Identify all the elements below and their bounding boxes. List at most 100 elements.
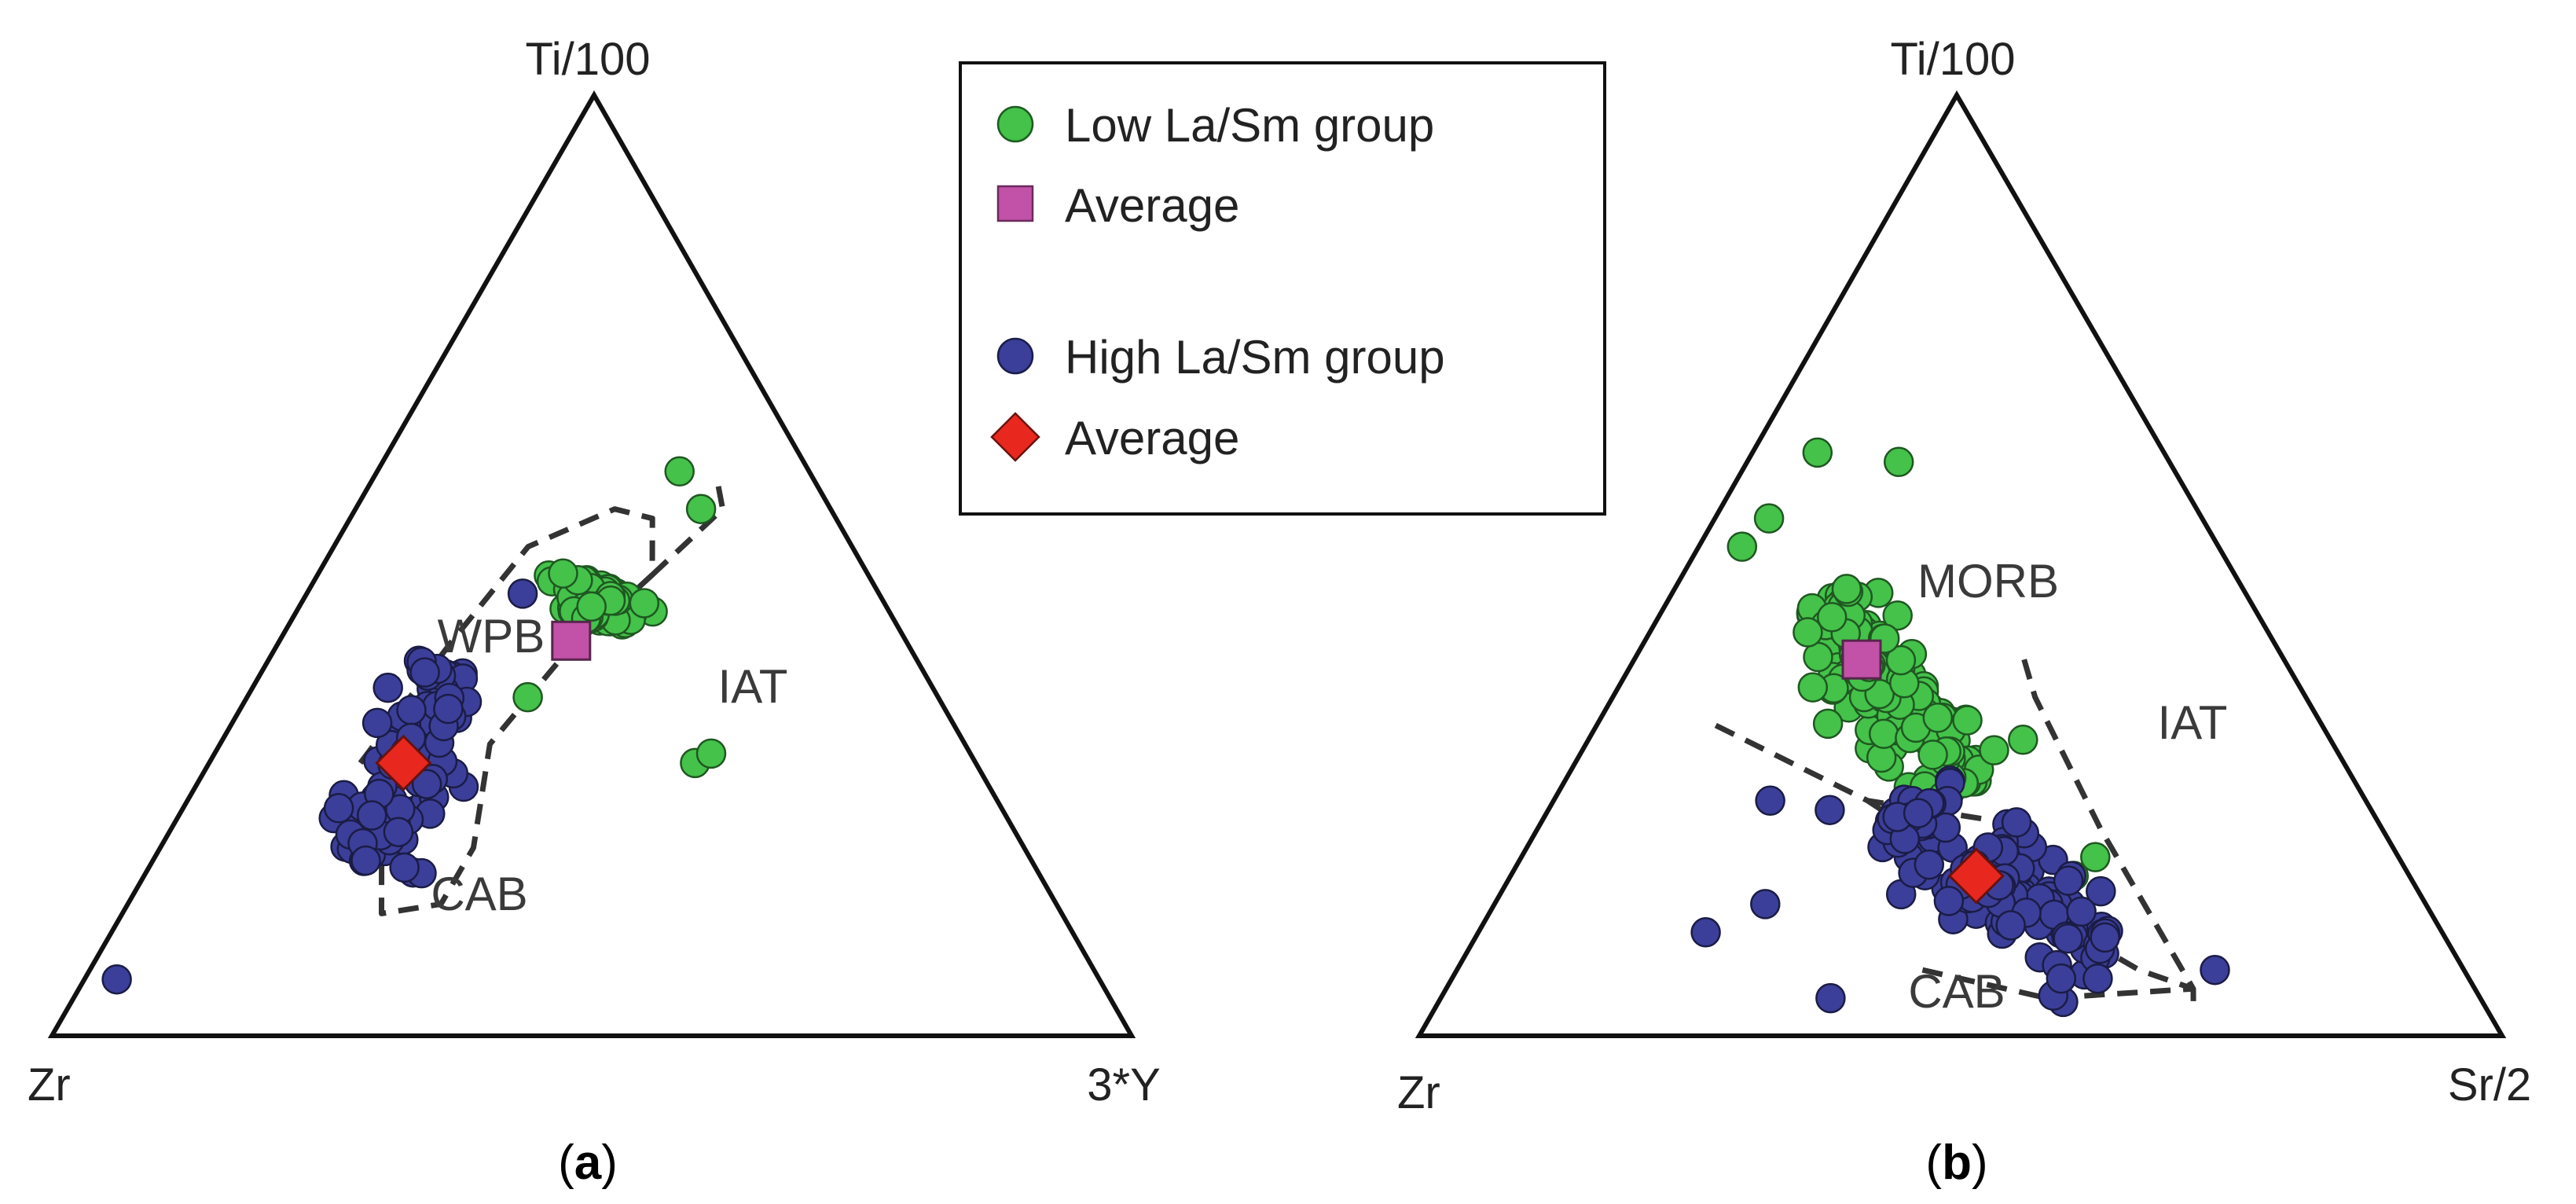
- legend-marker-low-average: [996, 185, 1034, 222]
- high-la-sm-point-b: [1995, 910, 2026, 941]
- ternary-panel-b: Ti/100 Zr Sr/2 MORB IAT CAB (b): [1397, 34, 2531, 1190]
- low-la-sm-point-b: [2008, 725, 2038, 755]
- legend-label-high-group: High La/Sm group: [1065, 331, 1445, 384]
- vertex-label-right-a: 3*Y: [1087, 1059, 1161, 1110]
- field-boundary-cab-lower-b: [1921, 967, 2194, 1001]
- high-la-sm-point-a: [323, 793, 354, 824]
- high-la-sm-point-b: [2086, 875, 2116, 907]
- low-la-sm-point-b: [1917, 740, 1948, 770]
- average-markers-a: [375, 620, 592, 791]
- low-la-sm-point-b: [1868, 718, 1899, 750]
- high-la-sm-point-a: [411, 769, 442, 799]
- low-la-sm-point-b: [2080, 842, 2111, 872]
- high-la-sm-point-b: [2053, 865, 2084, 896]
- high-la-sm-point-b: [1750, 889, 1781, 920]
- low-la-sm-point-b: [1816, 602, 1848, 633]
- low-la-sm-point-b: [1952, 705, 1983, 736]
- legend-label-high-average: Average: [1065, 412, 1239, 464]
- low-la-sm-point-a: [548, 558, 578, 589]
- high-la-sm-point-a: [383, 817, 414, 847]
- data-points-a: [101, 456, 727, 995]
- low-la-sm-point-a: [512, 681, 543, 713]
- legend-label-low-group: Low La/Sm group: [1065, 99, 1434, 152]
- high-la-sm-point-b: [1903, 798, 1934, 828]
- vertex-label-right-b: Sr/2: [2448, 1059, 2531, 1110]
- low-la-sm-point-b: [1979, 735, 2009, 765]
- high-la-sm-point-b: [1815, 795, 1845, 825]
- field-label-cab-a: CAB: [431, 868, 527, 920]
- field-label-iat-a: IAT: [718, 660, 788, 713]
- low-la-sm-point-b: [1797, 672, 1829, 703]
- high-group-average-marker-a: [375, 734, 432, 791]
- high-la-sm-point-b: [2053, 923, 2083, 954]
- high-la-sm-point-b: [1933, 886, 1965, 916]
- field-label-cab-b: CAB: [1908, 965, 2005, 1018]
- high-la-sm-point-a: [372, 672, 403, 703]
- high-la-sm-point-b: [1755, 785, 1785, 817]
- ternary-frame-b: [1415, 90, 2507, 1038]
- low-la-sm-point-b: [1885, 644, 1917, 676]
- high-la-sm-point-b: [1815, 982, 1846, 1014]
- low-la-sm-point-b: [1793, 617, 1823, 648]
- legend-marker-low-group: [996, 105, 1034, 143]
- low-la-sm-point-a: [695, 738, 727, 769]
- low-la-sm-point-b: [1883, 446, 1914, 478]
- low-la-sm-point-a: [629, 588, 660, 619]
- high-la-sm-point-a: [409, 657, 440, 688]
- high-la-sm-point-b: [2046, 963, 2077, 994]
- high-la-sm-point-a: [350, 845, 381, 876]
- legend: Low La/Sm group Average High La/Sm group…: [959, 61, 1606, 516]
- high-group-average-marker-b: [1947, 847, 2005, 905]
- vertex-label-left-b: Zr: [1397, 1067, 1440, 1118]
- ternary-panel-a: Ti/100 Zr 3*Y WPB IAT CAB (a): [28, 34, 1161, 1190]
- low-la-sm-point-a: [664, 456, 695, 487]
- legend-box: [959, 61, 1606, 516]
- field-boundary-iat-a: [650, 480, 726, 578]
- field-boundaries-a: [358, 480, 726, 916]
- low-la-sm-point-a: [576, 591, 607, 622]
- vertex-label-top-a: Ti/100: [525, 34, 650, 85]
- low-la-sm-point-b: [1727, 531, 1758, 562]
- low-la-sm-point-b: [1831, 574, 1862, 604]
- high-la-sm-point-b: [2001, 807, 2032, 838]
- low-la-sm-point-b: [1812, 708, 1844, 740]
- vertex-label-left-a: Zr: [28, 1059, 71, 1110]
- high-la-sm-point-b: [1914, 849, 1945, 880]
- high-la-sm-point-a: [389, 852, 420, 883]
- field-boundary-iat-b: [2021, 659, 2196, 1008]
- low-la-sm-point-b: [1922, 703, 1954, 733]
- legend-marker-high-average: [990, 412, 1040, 462]
- vertex-label-top-b: Ti/100: [1890, 34, 2015, 85]
- high-la-sm-point-b: [1690, 917, 1721, 948]
- low-group-average-marker-b: [1841, 639, 1882, 680]
- legend-marker-high-group: [996, 337, 1034, 375]
- average-markers-b: [1841, 639, 2005, 905]
- panel-letter-a: a: [574, 1136, 602, 1190]
- low-la-sm-point-b: [1882, 600, 1913, 631]
- legend-label-low-average: Average: [1065, 179, 1239, 232]
- high-la-sm-point-a: [356, 800, 387, 831]
- high-la-sm-point-a: [361, 707, 393, 739]
- low-la-sm-point-b: [1802, 437, 1833, 468]
- low-group-average-marker-a: [551, 620, 592, 661]
- field-label-iat-b: IAT: [2158, 696, 2228, 749]
- field-label-wpb: WPB: [438, 610, 545, 663]
- low-la-sm-point-b: [1753, 503, 1785, 534]
- field-boundary-wpb-a: [358, 506, 655, 916]
- field-label-morb: MORB: [1917, 555, 2059, 608]
- high-la-sm-point-a: [433, 693, 464, 725]
- data-points-b: [1690, 437, 2230, 1018]
- high-la-sm-point-b: [2082, 963, 2113, 994]
- panel-caption-a: (a): [558, 1136, 618, 1190]
- panel-letter-b: b: [1942, 1136, 1972, 1190]
- high-la-sm-point-b: [2090, 922, 2120, 953]
- low-la-sm-point-a: [685, 494, 717, 524]
- panel-caption-b: (b): [1925, 1136, 1987, 1190]
- ternary-frame-a: [47, 90, 1136, 1038]
- high-la-sm-point-a: [507, 578, 538, 609]
- high-la-sm-point-b: [2200, 954, 2230, 986]
- high-la-sm-point-a: [396, 695, 427, 725]
- high-la-sm-point-a: [101, 964, 132, 995]
- high-la-sm-point-b: [2066, 896, 2097, 927]
